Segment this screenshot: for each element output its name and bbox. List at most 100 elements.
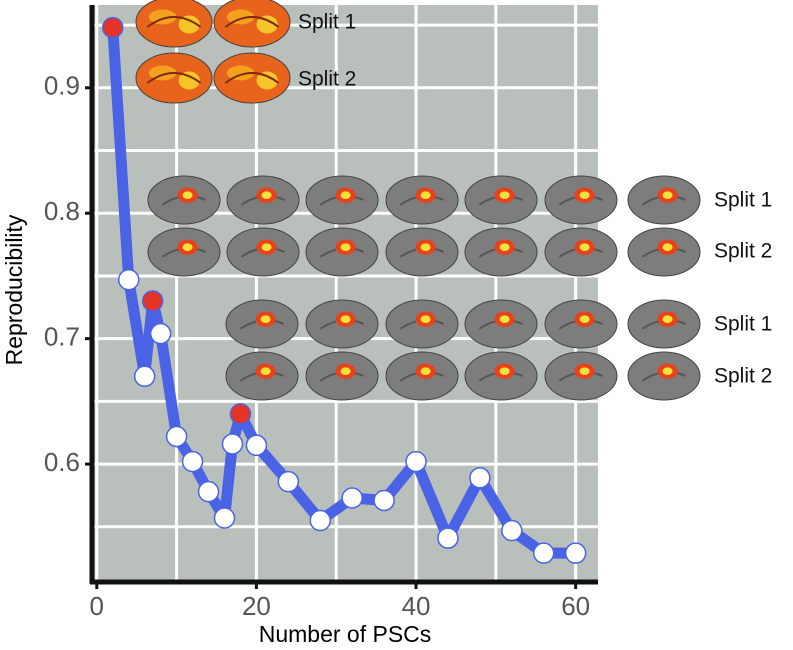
annotation: Split 2 [714,365,772,388]
brain-shape [135,0,213,48]
brain-blob [579,191,590,200]
brain-image [147,175,221,225]
brain-image [135,0,213,48]
y-tick-label: 0.8 [44,196,80,226]
point [221,433,244,455]
point [501,519,523,542]
brain-image [464,299,538,349]
brain-blob [256,71,278,90]
point [405,450,427,473]
annotation: Split 1 [714,313,772,336]
point [149,322,172,345]
x-tick-label: 60 [561,591,590,621]
brain-image [305,175,379,225]
brain-image [544,227,618,277]
brain-sulcus [146,16,202,28]
point [277,470,300,493]
brain-blob [499,191,510,200]
brain-blob [579,243,590,252]
brain-blob [662,367,673,376]
brain-blob [340,191,351,200]
brain-image [226,175,300,225]
point [133,365,156,388]
y-tick-label: 0.7 [44,322,80,352]
brain-blob [340,315,351,324]
brain-blob [182,243,193,252]
x-axis-title: Number of PSCs [259,621,432,647]
brain-image [464,175,538,225]
brain-image [627,351,701,401]
brain-sulcus [224,72,280,84]
brain-image [544,351,618,401]
brain-blob [579,367,590,376]
brain-blob [420,367,431,376]
brain-image [147,227,221,277]
brain-blob [260,315,271,324]
annotation: Split 1 [298,11,356,34]
brain-sulcus [146,72,202,84]
brain-image [544,175,618,225]
brain-blob [256,15,278,34]
point [229,403,252,425]
brain-blob [340,367,351,376]
brain-blob [420,315,431,324]
brain-image [225,299,299,349]
x-tick-label: 20 [242,591,271,621]
brain-blob [420,191,431,200]
x-tick-label: 40 [402,591,431,621]
brain-blob [340,243,351,252]
brain-image [213,0,291,48]
brain-image [225,351,299,401]
brain-blob [662,315,673,324]
point [469,467,491,489]
point [309,509,332,532]
annotation: Split 2 [298,68,356,91]
brain-image [385,175,459,225]
point [102,16,124,39]
point [532,542,555,564]
brain-blob [261,191,272,200]
brain-image [464,351,538,401]
brain-blob [182,191,193,200]
point [141,290,164,312]
point [213,507,236,529]
point [341,487,363,509]
brain-image [213,52,291,104]
x-tick-label: 0 [90,591,104,621]
brain-blob [499,367,510,376]
y-axis-title: Reproducibility [1,214,27,365]
point [373,489,395,512]
brain-image [305,351,379,401]
brain-image [544,299,618,349]
brain-blob [579,315,590,324]
point [181,450,204,473]
annotation: Split 1 [714,189,772,212]
brain-image [226,227,300,277]
brain-blob [260,367,271,376]
brain-image [627,299,701,349]
brain-blob [420,243,431,252]
brain-image [464,227,538,277]
brain-image [385,299,459,349]
point [117,268,140,291]
brain-image [305,227,379,277]
brain-image [627,227,701,277]
point [245,434,268,457]
point [165,425,188,448]
brain-image [305,299,379,349]
point [437,527,459,549]
point [564,542,587,564]
point [197,480,220,503]
brain-blob [499,315,510,324]
annotation: Split 2 [714,240,772,263]
brain-image [627,175,701,225]
brain-blob [662,243,673,252]
brain-image [385,351,459,401]
brain-blob [499,243,510,252]
brain-sulcus [224,16,280,28]
brain-blob [178,71,200,90]
brain-image [385,227,459,277]
brain-shape [135,52,213,104]
brain-blob [662,191,673,200]
